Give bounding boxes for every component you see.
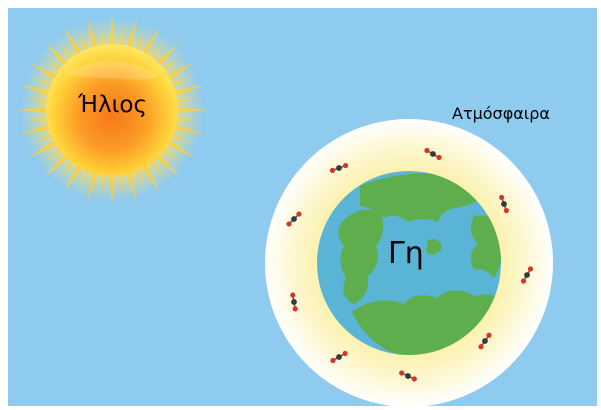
sun-ray [28,115,51,121]
sun-ray [87,17,99,51]
sun-ray [109,14,115,49]
sun-ray [101,171,107,194]
earth-label: Γη [388,236,424,271]
sun-ray [164,138,196,158]
sun-ray [173,115,196,121]
island [426,239,442,255]
continent-west [338,209,384,304]
continent-north [360,173,490,222]
sun-ray [168,77,190,89]
sun-ray [34,131,56,143]
sun-ray [117,26,123,49]
sun-label: Ήλιος [78,92,147,118]
co2-molecule-icon [286,211,302,227]
co2-molecule-icon [478,332,492,350]
sun-ray [117,171,123,194]
sun-ray [140,162,160,194]
sun-ray [79,166,91,188]
sun-ray [44,42,71,69]
continent-east [470,215,501,278]
sun-ray [28,62,60,82]
sun-ray [79,32,91,54]
sun-ray [171,123,205,135]
co2-molecule-icon [330,350,348,364]
sun-ray [101,26,107,49]
co2-molecule-icon [329,163,349,173]
sun-icon [16,14,208,206]
co2-molecule-icon [399,370,417,382]
sun-ray [125,169,137,203]
sun-ray [19,123,53,135]
sun-rays [16,14,208,206]
sun-ray [28,99,51,105]
sun-ray [34,77,56,89]
sun-ray [171,85,205,97]
sun-ray [164,62,196,82]
co2-molecule-icon [290,292,298,312]
atmosphere-label: Ατμόσφαιρα [452,104,550,123]
sun-ray [109,171,115,206]
sun-ray [87,169,99,203]
co2-molecule-icon [424,147,442,161]
sun-ray [140,26,160,58]
sun-ray [125,17,137,51]
sun-ray [16,107,51,113]
sun-ray [64,162,84,194]
sun-ray [44,151,71,178]
sun-ray [173,99,196,105]
sun-ray [133,166,145,188]
sun-ray [173,107,208,113]
sun-ray [28,138,60,158]
sun-ray [64,26,84,58]
co2-molecules [286,147,534,382]
sun-ray [153,42,180,69]
sun-ray [19,85,53,97]
co2-molecule-icon [499,194,509,214]
diagram-canvas: Ήλιος Ατμόσφαιρα Γη [8,8,597,406]
sun-ray [168,131,190,143]
sun-ray [133,32,145,54]
co2-molecule-icon [520,266,534,284]
greenhouse-scene [16,14,553,406]
sun-ray [153,151,180,178]
